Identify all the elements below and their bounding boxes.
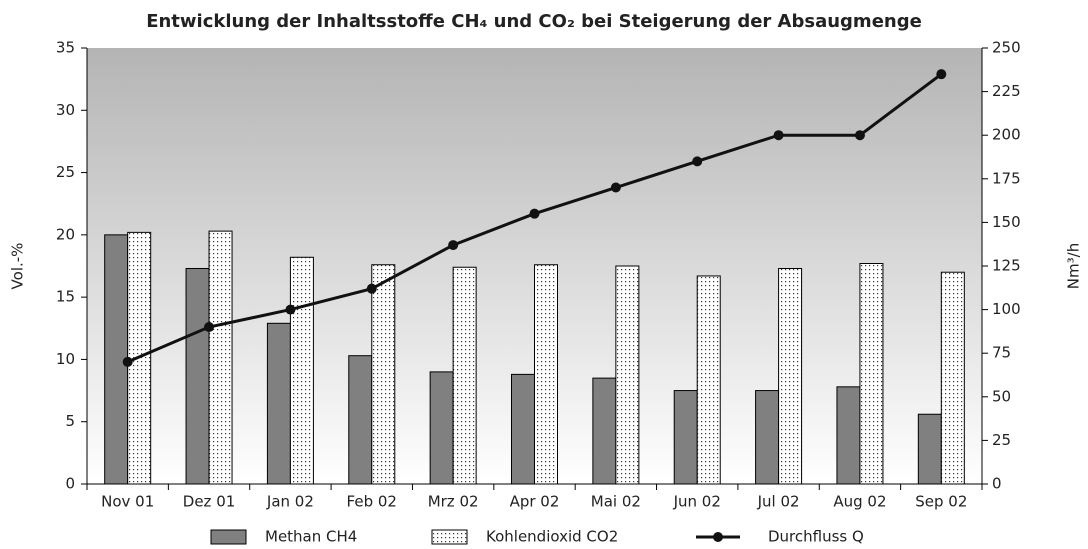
bar: [266, 322, 291, 485]
legend-swatch: [431, 529, 468, 545]
bar: [836, 386, 861, 485]
bar: [615, 265, 640, 485]
bar: [673, 390, 698, 485]
y2-axis-label: Nm³/h: [1065, 243, 1083, 289]
x-tick-label: Aug 02: [833, 493, 886, 511]
y2-tick-label: 50: [992, 387, 1011, 405]
line-point: [854, 130, 865, 141]
y-tick-label: 30: [56, 101, 75, 119]
y2-tick-label: 150: [992, 213, 1021, 231]
legend-label: Methan CH4: [265, 528, 357, 546]
line-point: [366, 283, 377, 294]
y-tick-label: 5: [65, 412, 75, 430]
x-tick-label: Jun 02: [673, 493, 721, 511]
bar: [755, 390, 780, 485]
bar: [859, 263, 884, 485]
x-tick-label: Mrz 02: [428, 493, 479, 511]
legend-label: Durchfluss Q: [768, 528, 864, 546]
legend-label: Kohlendioxid CO2: [486, 528, 618, 546]
x-tick-label: Nov 01: [101, 493, 154, 511]
line-point: [610, 182, 621, 193]
legend-swatch: [210, 529, 247, 545]
line-point: [204, 322, 215, 333]
line-point: [936, 69, 947, 80]
y2-tick-label: 125: [992, 257, 1021, 275]
line-point: [773, 130, 784, 141]
x-tick-label: Mai 02: [591, 493, 641, 511]
legend-marker: [713, 532, 723, 542]
bar: [940, 271, 965, 485]
line-point: [529, 208, 540, 219]
y2-tick-label: 200: [992, 126, 1021, 144]
y-tick-label: 25: [56, 163, 75, 181]
y2-tick-label: 175: [992, 169, 1021, 187]
y-tick-label: 15: [56, 288, 75, 306]
y2-tick-label: 25: [992, 431, 1011, 449]
y-axis-label: Vol.-%: [9, 243, 27, 290]
bar: [592, 377, 617, 485]
bar: [185, 267, 210, 485]
y2-tick-label: 225: [992, 82, 1021, 100]
bar: [429, 371, 454, 485]
y-tick-label: 0: [65, 475, 75, 493]
bar: [208, 230, 233, 485]
line-point: [692, 156, 703, 167]
y-tick-label: 20: [56, 225, 75, 243]
x-tick-label: Sep 02: [915, 493, 967, 511]
y2-tick-label: 250: [992, 39, 1021, 57]
bar: [534, 264, 558, 485]
y-tick-label: 10: [56, 350, 75, 368]
x-tick-label: Dez 01: [183, 493, 236, 511]
bar: [917, 413, 942, 485]
line-point: [448, 240, 459, 251]
y-tick-label: 35: [56, 39, 75, 57]
bar: [778, 267, 803, 485]
x-tick-label: Feb 02: [347, 493, 397, 511]
bar: [452, 266, 477, 485]
bar: [511, 373, 535, 485]
chart-title: Entwicklung der Inhaltsstoffe CH₄ und CO…: [146, 11, 922, 32]
bar: [696, 275, 721, 485]
bar: [348, 355, 373, 485]
x-tick-label: Apr 02: [510, 493, 560, 511]
line-point: [285, 304, 296, 315]
y2-tick-label: 100: [992, 300, 1021, 318]
bar: [289, 256, 314, 485]
line-point: [122, 356, 133, 367]
x-tick-label: Jul 02: [757, 493, 800, 511]
x-tick-label: Jan 02: [266, 493, 314, 511]
bar: [371, 264, 396, 485]
y2-tick-label: 75: [992, 344, 1011, 362]
y2-tick-label: 0: [992, 475, 1002, 493]
